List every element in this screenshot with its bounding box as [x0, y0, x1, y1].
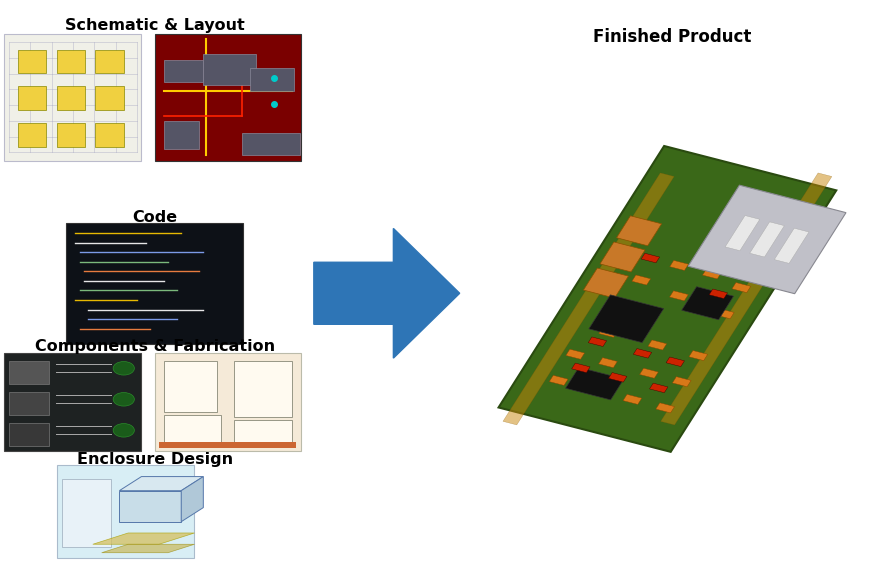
Polygon shape [722, 237, 741, 248]
Polygon shape [598, 327, 618, 337]
Bar [95, 123, 124, 147]
FancyBboxPatch shape [155, 34, 301, 161]
Bar [9, 423, 49, 446]
Polygon shape [589, 295, 664, 342]
Polygon shape [566, 349, 584, 359]
Circle shape [113, 393, 134, 406]
Polygon shape [670, 261, 689, 271]
Circle shape [113, 424, 134, 437]
Bar [18, 123, 46, 147]
Bar [203, 54, 256, 85]
FancyBboxPatch shape [57, 465, 194, 558]
Bar [164, 121, 199, 149]
Polygon shape [616, 216, 661, 246]
Polygon shape [660, 173, 832, 425]
Polygon shape [656, 403, 674, 413]
FancyBboxPatch shape [66, 223, 243, 344]
Polygon shape [582, 384, 601, 394]
Polygon shape [314, 228, 460, 358]
Text: Schematic & Layout: Schematic & Layout [65, 18, 245, 33]
Polygon shape [682, 287, 734, 320]
Bar [164, 361, 217, 412]
Polygon shape [732, 283, 751, 293]
Polygon shape [93, 533, 194, 544]
Bar [9, 392, 49, 415]
Polygon shape [650, 383, 668, 393]
FancyBboxPatch shape [155, 352, 301, 451]
Bar [95, 86, 124, 110]
Bar [57, 123, 85, 147]
FancyBboxPatch shape [4, 352, 141, 451]
Polygon shape [572, 363, 590, 373]
Polygon shape [689, 350, 708, 360]
Polygon shape [688, 185, 846, 294]
Polygon shape [566, 367, 624, 400]
Polygon shape [669, 291, 689, 301]
Bar [18, 50, 46, 73]
Text: Code: Code [132, 210, 178, 224]
Text: Enclosure Design: Enclosure Design [77, 452, 232, 467]
Bar [57, 86, 85, 110]
Polygon shape [598, 358, 617, 368]
Polygon shape [633, 349, 652, 358]
Polygon shape [715, 309, 734, 319]
Bar [164, 415, 221, 446]
Polygon shape [740, 254, 759, 265]
Polygon shape [673, 377, 691, 387]
Bar [159, 442, 296, 448]
Polygon shape [549, 375, 568, 385]
Bar [9, 361, 49, 384]
Polygon shape [632, 275, 651, 285]
Polygon shape [499, 146, 836, 452]
Polygon shape [119, 477, 203, 491]
Bar [57, 50, 85, 73]
Polygon shape [181, 477, 203, 522]
Polygon shape [750, 222, 784, 257]
Polygon shape [640, 368, 659, 378]
Polygon shape [703, 269, 721, 279]
Bar [95, 50, 124, 73]
Polygon shape [583, 268, 629, 298]
Bar [249, 68, 293, 91]
Polygon shape [641, 253, 659, 263]
Polygon shape [648, 340, 667, 350]
Text: Components & Fabrication: Components & Fabrication [34, 340, 275, 354]
Polygon shape [623, 394, 642, 404]
Bar [119, 491, 181, 522]
Bar [164, 59, 203, 82]
Polygon shape [725, 215, 759, 250]
Text: Finished Product: Finished Product [592, 28, 751, 46]
Polygon shape [102, 544, 194, 553]
Polygon shape [600, 242, 645, 272]
Circle shape [113, 362, 134, 375]
Polygon shape [588, 337, 606, 346]
Polygon shape [774, 228, 809, 263]
Bar [62, 479, 110, 547]
Polygon shape [503, 173, 674, 425]
FancyBboxPatch shape [4, 34, 141, 161]
Bar [18, 86, 46, 110]
Polygon shape [608, 373, 627, 382]
Bar [234, 361, 292, 417]
Polygon shape [666, 357, 684, 367]
Bar [242, 133, 300, 155]
Bar [234, 420, 292, 446]
Polygon shape [709, 289, 728, 298]
